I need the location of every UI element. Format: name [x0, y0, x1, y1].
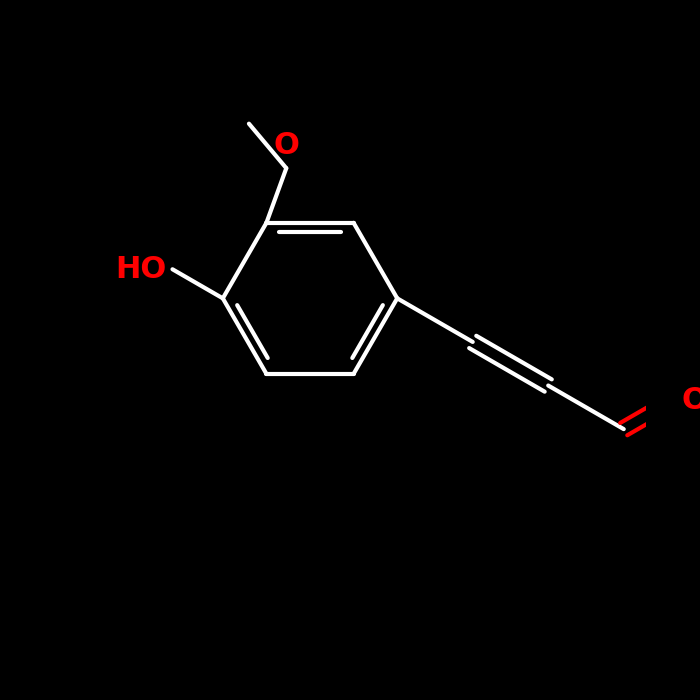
Text: O: O [274, 132, 299, 160]
Text: O: O [682, 386, 700, 414]
Text: HO: HO [115, 255, 166, 284]
